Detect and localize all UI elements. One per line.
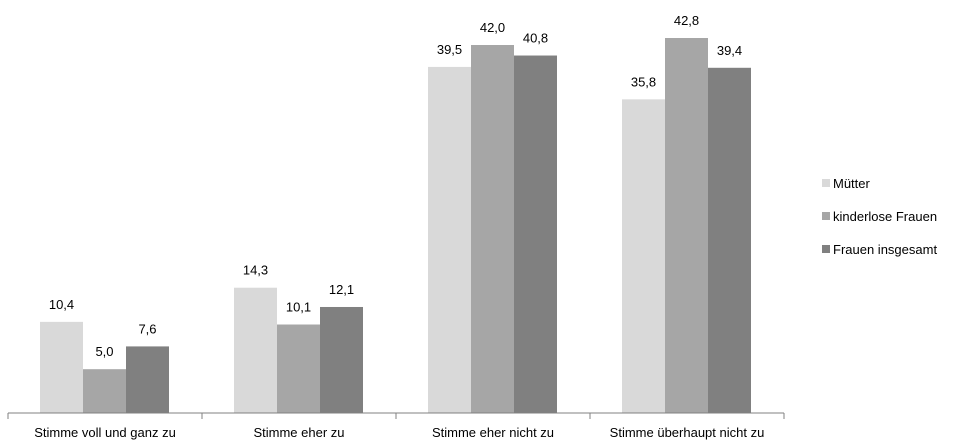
bar-value-label: 10,4: [49, 297, 74, 312]
bar-value-label: 12,1: [329, 282, 354, 297]
bar: [428, 66, 471, 414]
bar: [277, 324, 320, 413]
bar-value-label: 40,8: [523, 31, 548, 46]
category-label: Stimme eher nicht zu: [432, 425, 554, 440]
legend: Mütter kinderlose Frauen Frauen insgesamt: [822, 176, 937, 257]
bar-value-label: 39,4: [717, 43, 742, 58]
bar-value-label: 39,5: [437, 42, 462, 57]
bar-value-label: 10,1: [286, 300, 311, 315]
legend-swatch: [822, 212, 830, 220]
bar: [622, 99, 665, 413]
bar: [708, 67, 751, 413]
bar: [320, 306, 363, 413]
bar-value-label: 14,3: [243, 263, 268, 278]
bar: [471, 45, 514, 414]
bar-value-label: 35,8: [631, 74, 656, 89]
category-labels-layer: Stimme voll und ganz zu Stimme eher zu Sti…: [34, 425, 764, 440]
bar-value-label: 5,0: [95, 344, 113, 359]
bar: [83, 369, 126, 413]
legend-swatch: [822, 179, 830, 187]
legend-swatch: [822, 245, 830, 253]
legend-label: Mütter: [833, 176, 871, 191]
bar: [514, 55, 557, 413]
bar: [234, 287, 277, 413]
bar: [665, 38, 708, 413]
category-label: Stimme voll und ganz zu: [34, 425, 176, 440]
bar-value-label: 7,6: [138, 321, 156, 336]
bars-layer: [40, 38, 751, 414]
x-axis-ticks: [7, 413, 785, 419]
category-label: Stimme eher zu: [253, 425, 344, 440]
bar-value-label: 42,0: [480, 20, 505, 35]
legend-label: Frauen insgesamt: [833, 242, 937, 257]
category-label: Stimme überhaupt nicht zu: [610, 425, 765, 440]
value-labels-layer: 10,4 5,0 7,6 14,3 10,1 12,1 39,5 42,0 40,8 35,8 42…: [49, 13, 742, 359]
bar: [40, 321, 83, 413]
bar: [126, 346, 169, 413]
legend-label: kinderlose Frauen: [833, 209, 937, 224]
bar-value-label: 42,8: [674, 13, 699, 28]
